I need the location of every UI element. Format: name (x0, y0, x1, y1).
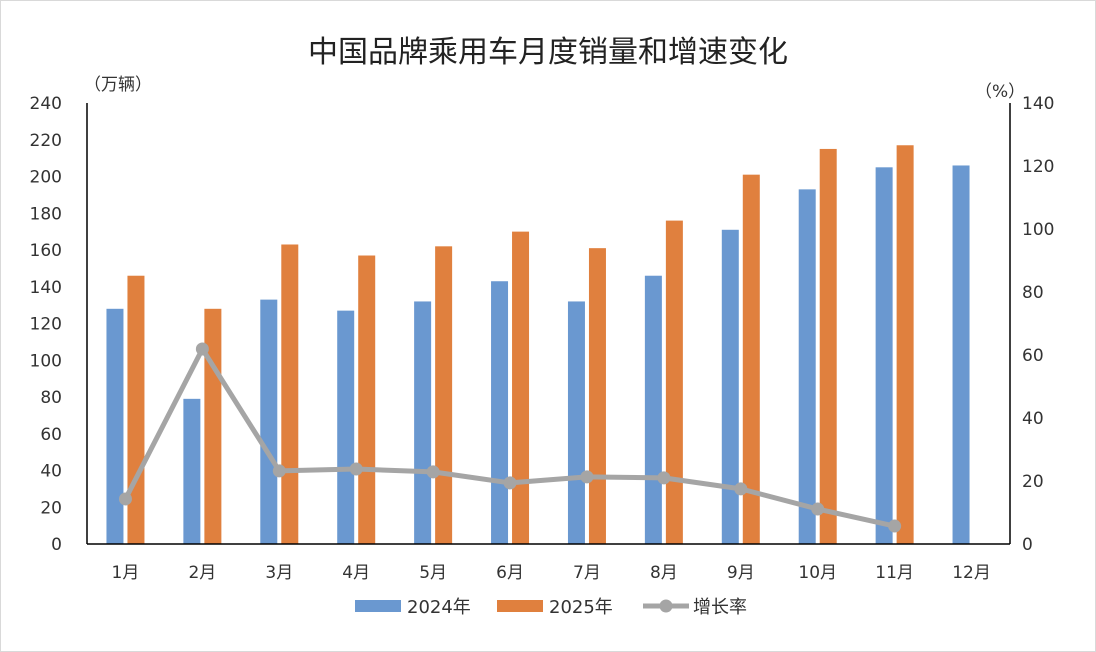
x-tick-label: 2月 (188, 563, 216, 583)
bar-2024年 (491, 281, 509, 544)
growth-point (811, 502, 825, 516)
growth-point (888, 519, 902, 533)
right-tick-label: 120 (1022, 157, 1054, 177)
legend-label: 增长率 (693, 597, 747, 618)
bar-2024年 (337, 310, 355, 544)
bar-2024年 (721, 229, 739, 544)
bar-2025年 (896, 145, 914, 544)
left-axis-label: （万辆） (84, 75, 152, 95)
x-tick-label: 9月 (727, 563, 755, 583)
x-tick-label: 7月 (573, 563, 601, 583)
growth-point (195, 342, 209, 356)
right-axis-label: （%） (975, 82, 1025, 102)
growth-point (580, 470, 594, 484)
x-tick-label: 5月 (419, 563, 447, 583)
bar-2025年 (819, 148, 837, 544)
left-tick-label: 80 (40, 388, 62, 408)
bar-2024年 (644, 275, 662, 544)
left-tick-label: 20 (40, 498, 62, 518)
left-tick-label: 60 (40, 425, 62, 445)
right-tick-label: 0 (1022, 535, 1033, 555)
left-tick-label: 160 (30, 241, 62, 261)
x-tick-label: 10月 (798, 563, 837, 583)
growth-point (426, 465, 440, 479)
bar-2024年 (414, 301, 432, 544)
right-tick-label: 100 (1022, 220, 1054, 240)
growth-point (272, 464, 286, 478)
bar-2025年 (512, 231, 530, 544)
x-tick-label: 6月 (496, 563, 524, 583)
legend-swatch-marker (659, 599, 673, 613)
bar-2025年 (127, 275, 145, 544)
legend-swatch-2025年 (497, 600, 543, 612)
growth-point (503, 476, 517, 490)
growth-line (123, 346, 896, 529)
left-tick-label: 140 (30, 278, 62, 298)
legend-swatch-2024年 (355, 600, 401, 612)
left-tick-label: 240 (30, 94, 62, 114)
bar-2025年 (204, 308, 222, 544)
bar-2024年 (567, 301, 585, 544)
bar-2025年 (358, 255, 376, 544)
growth-point (118, 492, 132, 506)
left-tick-label: 200 (30, 168, 62, 188)
left-tick-label: 0 (51, 535, 62, 555)
x-tick-label: 3月 (265, 563, 293, 583)
legend-label: 2025年 (549, 597, 613, 618)
bar-2024年 (106, 308, 124, 544)
left-tick-label: 100 (30, 351, 62, 371)
x-tick-label: 12月 (952, 563, 991, 583)
right-tick-label: 60 (1022, 346, 1044, 366)
chart-title: 中国品牌乘用车月度销量和增速变化 (308, 35, 788, 70)
x-tick-label: 4月 (342, 563, 370, 583)
x-tick-label: 1月 (112, 563, 140, 583)
bar-2025年 (435, 246, 453, 544)
bar-2025年 (742, 174, 760, 544)
bar-2025年 (588, 248, 606, 544)
right-tick-label: 40 (1022, 409, 1044, 429)
bar-2025年 (665, 220, 683, 544)
x-tick-label: 11月 (875, 563, 914, 583)
left-tick-label: 120 (30, 315, 62, 335)
growth-point (349, 462, 363, 476)
bar-2024年 (798, 189, 816, 545)
bar-2024年 (183, 398, 201, 544)
bar-2024年 (260, 299, 278, 544)
growth-point (657, 471, 671, 485)
legend-label: 2024年 (407, 597, 471, 618)
x-tick-label: 8月 (650, 563, 678, 583)
left-tick-label: 180 (30, 204, 62, 224)
bar-2025年 (281, 244, 299, 545)
bar-2024年 (875, 167, 893, 544)
right-tick-label: 140 (1022, 94, 1054, 114)
right-tick-label: 20 (1022, 472, 1044, 492)
growth-point (734, 482, 748, 496)
right-tick-label: 80 (1022, 283, 1044, 303)
left-tick-label: 220 (30, 131, 62, 151)
left-tick-label: 40 (40, 462, 62, 482)
bar-2024年 (952, 165, 970, 544)
